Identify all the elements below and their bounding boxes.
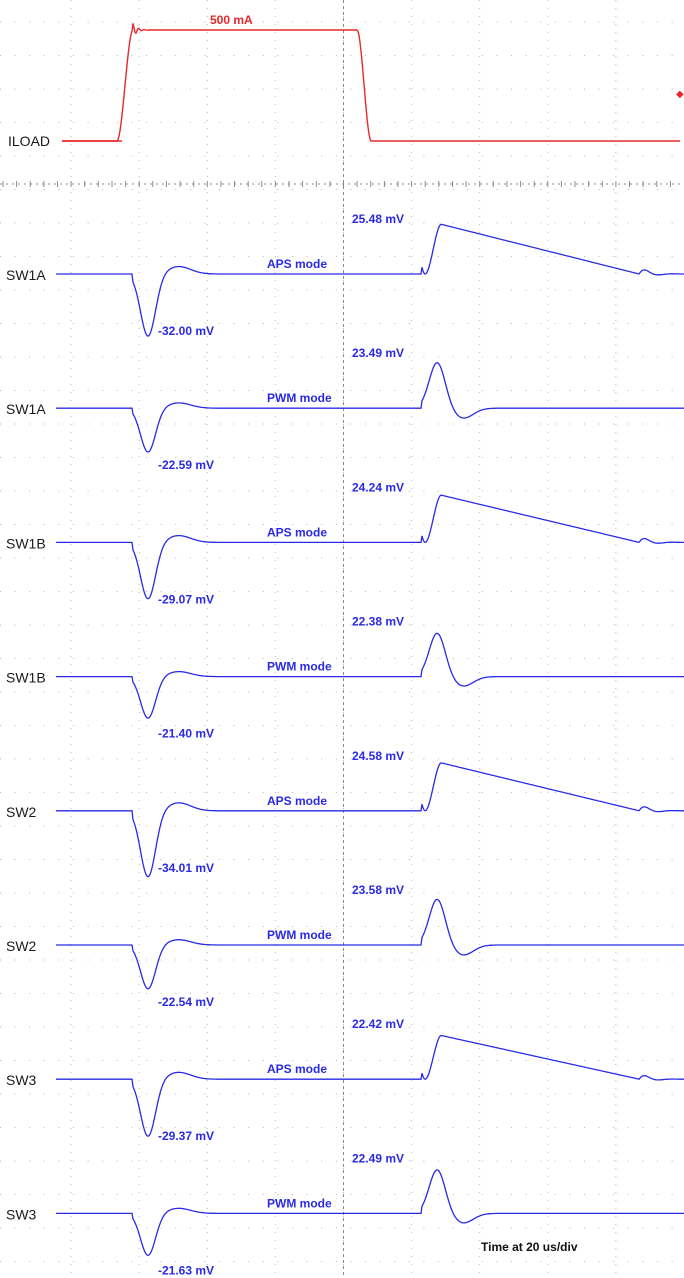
sw-channel: SW1A PWM mode 23.49 mV -22.59 mV [6, 346, 684, 472]
sw-trace [56, 223, 684, 337]
sw-channel: SW3 PWM mode 22.49 mV -21.63 mV [6, 1151, 684, 1277]
mode-label: APS mode [267, 1062, 327, 1076]
sw-trace [56, 1169, 684, 1257]
sw-trace-label: SW1A [6, 267, 46, 283]
iload-level-label: 500 mA [210, 13, 253, 27]
time-scale-note: Time at 20 us/div [481, 1240, 578, 1254]
sw-channels: SW1A APS mode 25.48 mV -32.00 mV SW1A PWM mod… [6, 212, 684, 1277]
mode-label: PWM mode [267, 391, 332, 405]
iload-channel: ILOAD 500 mA ◆ [8, 13, 684, 149]
sw-trace-label: SW2 [6, 804, 37, 820]
overshoot-label: 24.24 mV [352, 480, 404, 494]
undershoot-label: -21.63 mV [158, 1263, 214, 1277]
overshoot-label: 22.49 mV [352, 1151, 404, 1165]
sw-trace-label: SW3 [6, 1206, 37, 1222]
overshoot-label: 25.48 mV [352, 212, 404, 226]
undershoot-label: -34.01 mV [158, 861, 214, 875]
sw-trace [56, 494, 684, 600]
sw-trace [56, 632, 684, 719]
undershoot-label: -29.37 mV [158, 1129, 214, 1143]
overshoot-label: 24.58 mV [352, 749, 404, 763]
undershoot-label: -22.54 mV [158, 995, 214, 1009]
undershoot-label: -29.07 mV [158, 592, 214, 606]
sw-trace [56, 898, 684, 990]
sw-trace-label: SW2 [6, 938, 37, 954]
sw-trace [56, 1034, 684, 1137]
mode-label: PWM mode [267, 1196, 332, 1210]
undershoot-label: -21.40 mV [158, 727, 214, 741]
overshoot-label: 22.38 mV [352, 615, 404, 629]
iload-trace [62, 23, 680, 142]
sw-channel: SW1B PWM mode 22.38 mV -21.40 mV [6, 615, 684, 741]
sw-channel: SW1A APS mode 25.48 mV -32.00 mV [6, 212, 684, 338]
undershoot-label: -22.59 mV [158, 458, 214, 472]
sw-channel: SW3 APS mode 22.42 mV -29.37 mV [6, 1017, 684, 1143]
mode-label: APS mode [267, 257, 327, 271]
mode-label: APS mode [267, 794, 327, 808]
iload-label: ILOAD [8, 133, 50, 149]
sw-channel: SW2 APS mode 24.58 mV -34.01 mV [6, 749, 684, 878]
trigger-marker-icon: ◆ [676, 89, 684, 100]
sw-trace-label: SW3 [6, 1072, 37, 1088]
sw-trace-label: SW1A [6, 401, 46, 417]
overshoot-label: 23.49 mV [352, 346, 404, 360]
sw-trace [56, 362, 684, 453]
sw-trace [56, 762, 684, 878]
overshoot-label: 22.42 mV [352, 1017, 404, 1031]
sw-channel: SW2 PWM mode 23.58 mV -22.54 mV [6, 883, 684, 1009]
mode-label: PWM mode [267, 928, 332, 942]
overshoot-label: 23.58 mV [352, 883, 404, 897]
mode-label: APS mode [267, 525, 327, 539]
undershoot-label: -32.00 mV [158, 324, 214, 338]
sw-trace-label: SW1B [6, 535, 46, 551]
sw-channel: SW1B APS mode 24.24 mV -29.07 mV [6, 480, 684, 606]
sw-trace-label: SW1B [6, 670, 46, 686]
mode-label: PWM mode [267, 660, 332, 674]
